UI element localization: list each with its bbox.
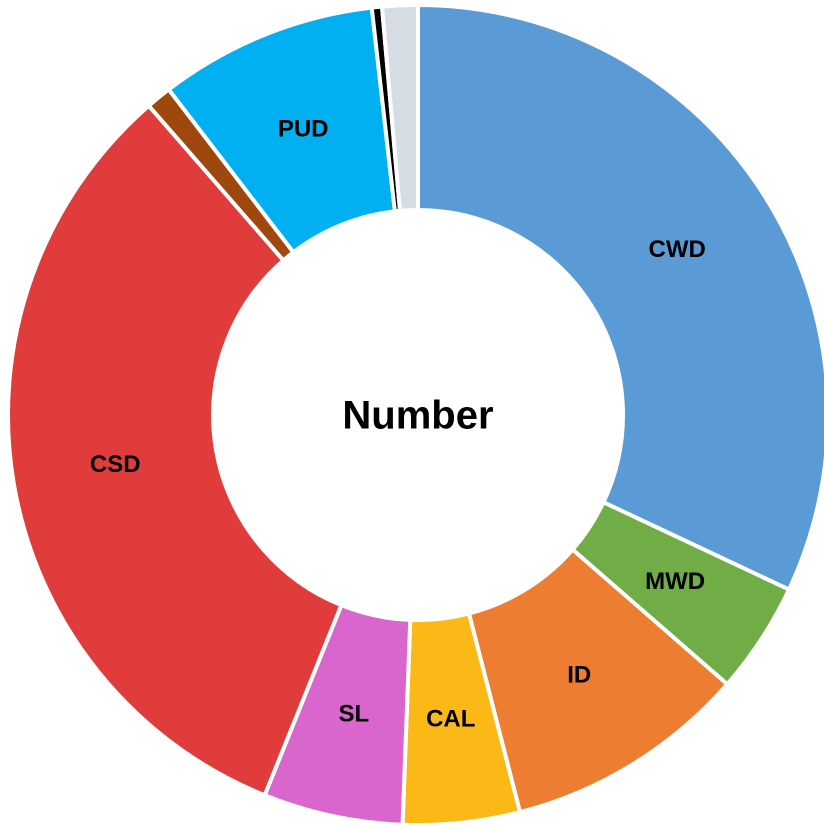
slice-label: CSD	[90, 451, 141, 478]
slice	[379, 2, 420, 213]
slice	[416, 2, 824, 593]
slice-label: PUD	[278, 116, 329, 143]
slice-label: MWD	[645, 568, 705, 595]
slice-label: ID	[567, 662, 591, 689]
chart-title: Number	[342, 394, 493, 438]
slices	[6, 2, 824, 827]
slice-label: CWD	[649, 236, 706, 263]
slice	[6, 102, 344, 798]
slice-label: SL	[339, 701, 370, 728]
slice-label: CAL	[426, 706, 475, 733]
